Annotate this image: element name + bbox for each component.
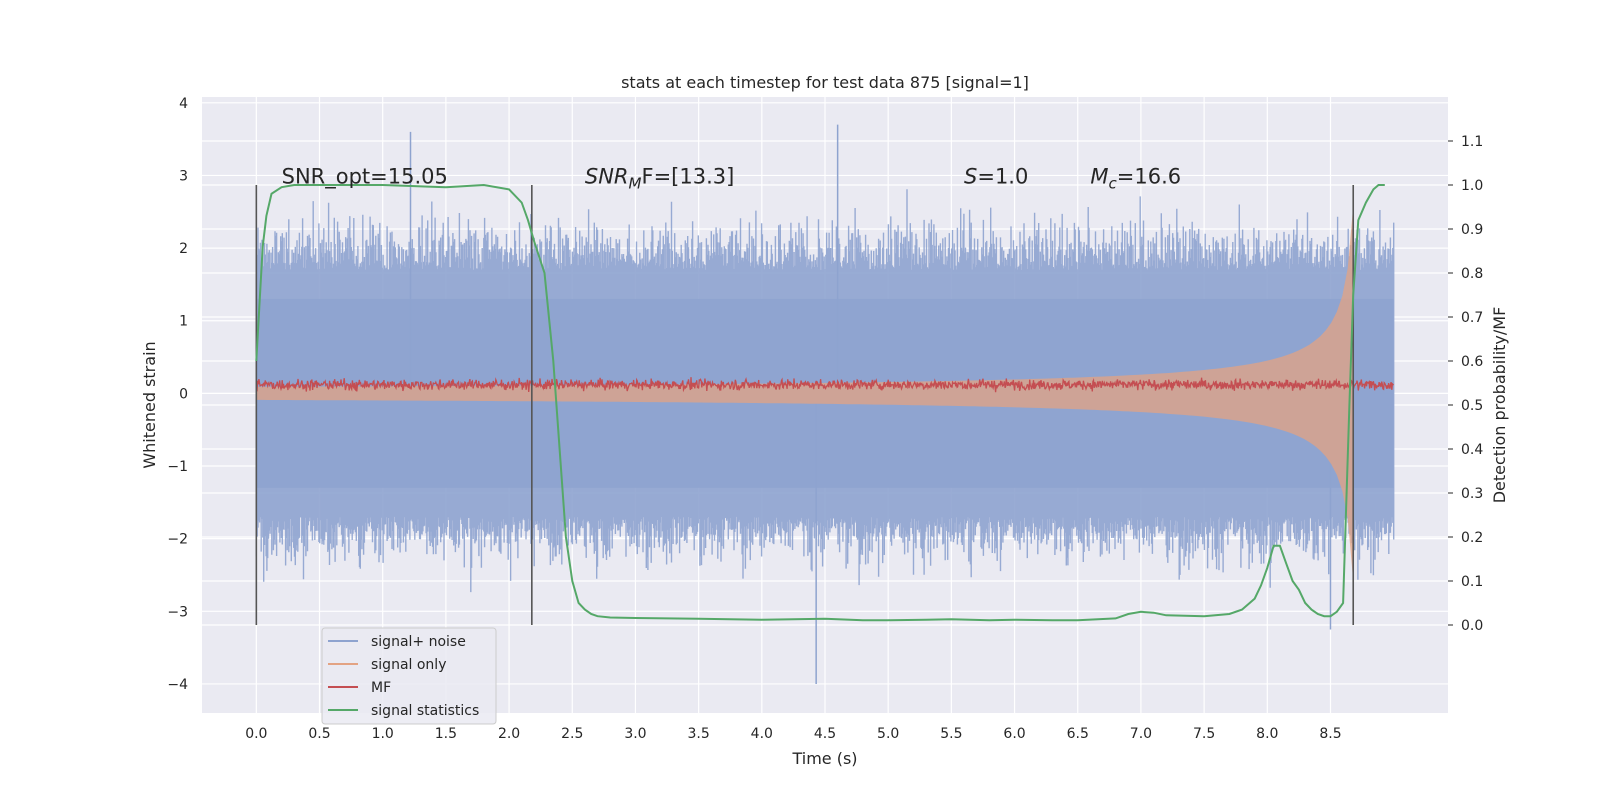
y-right-tick-label: 0.7	[1461, 310, 1483, 326]
y-left-tick-labels: −4 −3 −2 −1 0 1 2 3 4	[167, 96, 188, 693]
x-tick-label: 0.5	[308, 726, 330, 742]
y-right-tick-label: 0.8	[1461, 266, 1483, 282]
x-tick-label: 0.0	[245, 726, 267, 742]
legend-label-signal-only: signal only	[371, 657, 446, 673]
x-tick-label: 1.0	[372, 726, 394, 742]
x-tick-label: 1.5	[435, 726, 457, 742]
vertical-markers	[255, 185, 1355, 625]
y-left-tick-label: −1	[167, 459, 188, 475]
x-tick-label: 5.0	[877, 726, 899, 742]
y-left-tick-label: 2	[179, 241, 188, 257]
legend-box	[321, 627, 497, 725]
x-tick-label: 3.0	[624, 726, 646, 742]
x-tick-label: 7.0	[1130, 726, 1152, 742]
x-tick-label: 6.0	[1003, 726, 1025, 742]
legend-label-signal-noise: signal+ noise	[371, 634, 466, 650]
y-left-axis-label: Whitened strain	[140, 341, 159, 468]
y-right-tick-label: 1.0	[1461, 178, 1483, 194]
y-left-tick-label: 3	[179, 168, 188, 184]
y-right-tick-label: 0.6	[1461, 354, 1483, 370]
series-mf	[255, 377, 1394, 393]
x-tick-label: 8.0	[1256, 726, 1278, 742]
x-tick-label: 7.5	[1193, 726, 1215, 742]
x-tick-labels: 0.0 0.5 1.0 1.5 2.0 2.5 3.0 3.5 4.0 4.5 5.0 5.5 6.0 6…	[245, 726, 1341, 742]
x-tick-label: 4.0	[751, 726, 773, 742]
x-tick-label: 2.5	[561, 726, 583, 742]
y-left-tick-label: 4	[179, 96, 188, 112]
y-left-tick-label: 0	[179, 386, 188, 402]
y-right-tick-label: 0.2	[1461, 530, 1483, 546]
signal-statistics-line	[255, 183, 1385, 622]
y-left-tick-label: −2	[167, 532, 188, 548]
signal-only-envelope	[256, 206, 1354, 581]
annotation-text: Mc=16.6	[1090, 164, 1181, 192]
legend-label-mf: MF	[371, 680, 391, 696]
x-tick-label: 2.0	[498, 726, 520, 742]
x-axis-label: Time (s)	[791, 749, 857, 768]
series-signal-statistics	[255, 183, 1385, 622]
annotations: SNR_opt=15.05 SNRMF=[13.3] S=1.0 Mc=16.6	[282, 164, 1181, 192]
x-tick-label: 5.5	[940, 726, 962, 742]
y-left-tick-label: −4	[167, 677, 188, 693]
y-right-tick-label: 0.4	[1461, 442, 1483, 458]
x-tick-label: 8.5	[1319, 726, 1341, 742]
y-right-axis-label: Detection probability/MF	[1490, 307, 1509, 504]
x-tick-label: 3.5	[687, 726, 709, 742]
y-right-tick-label: 0.9	[1461, 222, 1483, 238]
y-right-tick-label: 0.5	[1461, 398, 1483, 414]
y-left-tick-label: 1	[179, 314, 188, 330]
y-left-tick-label: −3	[167, 604, 188, 620]
legend: signal+ noise signal only MF signal stat…	[321, 627, 497, 725]
y-right-tick-label: 1.1	[1461, 134, 1483, 150]
series-signal-only	[256, 206, 1354, 581]
mf-trace	[255, 377, 1394, 393]
chart-title: stats at each timestep for test data 875…	[621, 73, 1029, 92]
annotation-text: SNR_opt=15.05	[282, 164, 448, 189]
y-right-tick-labels: 0.0 0.1 0.2 0.3 0.4 0.5 0.6 0.7 0.8 0.9 1.0 1.1	[1448, 134, 1483, 634]
y-right-tick-label: 0.3	[1461, 486, 1483, 502]
x-tick-label: 4.5	[814, 726, 836, 742]
y-right-tick-label: 0.1	[1461, 574, 1483, 590]
y-right-tick-label: 0.0	[1461, 618, 1483, 634]
annotation-text: SNRMF=[13.3]	[585, 164, 734, 192]
annotation-text: S=1.0	[964, 164, 1028, 188]
legend-label-signal-statistics: signal statistics	[371, 703, 479, 719]
x-tick-label: 6.5	[1067, 726, 1089, 742]
